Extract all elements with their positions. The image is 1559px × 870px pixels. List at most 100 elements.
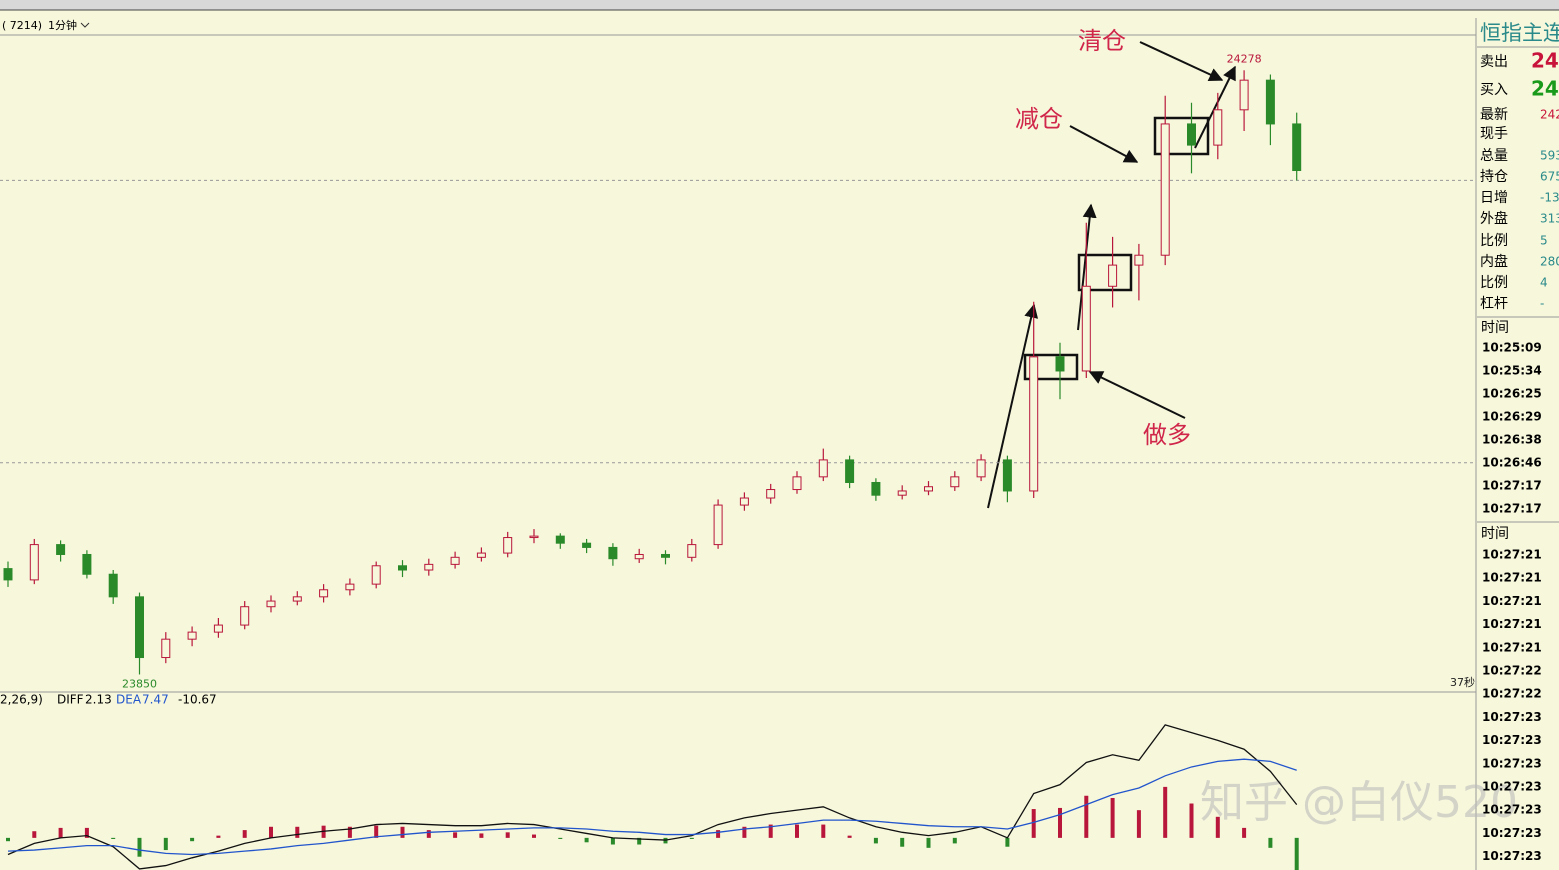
- macd-bar: [1136, 810, 1141, 838]
- macd-bar: [6, 837, 10, 842]
- arrow: [1069, 125, 1139, 163]
- dea-value: 7.47: [142, 693, 169, 707]
- arrow: [1077, 203, 1097, 331]
- macd-bar: [1215, 816, 1220, 838]
- macd-bar: [269, 826, 273, 838]
- macd-bar: [347, 826, 352, 838]
- macd-bar: [1242, 827, 1247, 838]
- macd-bar: [847, 835, 852, 838]
- dea-label: DEA: [116, 693, 142, 707]
- quote-label: 外盘: [1480, 210, 1508, 227]
- macd-bar: [190, 837, 195, 842]
- quote-label: 卖出: [1480, 54, 1508, 70]
- macd-bar: [453, 832, 458, 838]
- quote-value: 593: [1540, 149, 1559, 163]
- candle-body: [687, 544, 697, 558]
- quote-label: 最新: [1480, 107, 1508, 123]
- candle-body: [608, 546, 618, 560]
- quote-value: 242: [1531, 77, 1559, 101]
- candle-body: [345, 583, 355, 591]
- candle-body: [845, 459, 855, 483]
- candle-body: [1239, 79, 1249, 111]
- macd-bar: [295, 826, 300, 838]
- trade-time: 10:27:22: [1482, 687, 1542, 701]
- trade-time: 10:27:23: [1482, 756, 1542, 770]
- macd-bar: [742, 826, 747, 838]
- trade-time: 10:27:21: [1482, 640, 1542, 654]
- candle-body: [424, 563, 434, 571]
- top-strip: [0, 0, 1559, 10]
- macd-bar: [479, 833, 484, 838]
- time-header: 时间: [1481, 526, 1509, 542]
- time-header: 时间: [1481, 320, 1509, 336]
- macd-bar: [637, 837, 642, 845]
- macd-bar: [374, 825, 379, 838]
- macd-bar: [1294, 837, 1299, 870]
- macd-bar: [1058, 807, 1062, 838]
- candle-body: [292, 596, 302, 602]
- macd-bar: [900, 837, 905, 847]
- candle-body: [319, 589, 329, 598]
- quote-label: 比例: [1480, 275, 1508, 291]
- macd-bar: [400, 826, 405, 838]
- candle-body: [29, 544, 39, 581]
- macd-bar: [1163, 786, 1168, 838]
- candle-body: [1134, 254, 1144, 266]
- quote-value: -: [1540, 297, 1544, 311]
- candle-body: [1213, 109, 1223, 146]
- quote-value: 5: [1540, 234, 1548, 248]
- quote-value: 4: [1540, 276, 1548, 290]
- candle-body: [450, 556, 460, 565]
- period-selector[interactable]: 1分钟: [48, 18, 77, 32]
- quote-label: 内盘: [1480, 253, 1508, 270]
- trade-time: 10:27:21: [1482, 594, 1542, 608]
- macd-bar: [32, 831, 37, 838]
- range-box: [1023, 353, 1079, 381]
- candle-body: [240, 606, 250, 626]
- candle-body: [187, 631, 197, 640]
- quote-label: 买入: [1480, 82, 1508, 98]
- trade-time: 10:27:17: [1482, 479, 1542, 493]
- candle-body: [634, 553, 644, 560]
- macd-bar: [1031, 809, 1036, 838]
- candle-body: [766, 489, 776, 499]
- range-box: [1077, 253, 1133, 292]
- macd-bar: [558, 837, 563, 839]
- trade-time: 10:27:21: [1482, 571, 1542, 585]
- candle-body: [713, 504, 723, 546]
- trade-time: 10:27:23: [1482, 780, 1542, 794]
- candle-body: [924, 486, 933, 492]
- macd-line: [7, 724, 1298, 870]
- macd-bar: [584, 837, 589, 843]
- macd-bar: [84, 827, 89, 838]
- candle-body: [82, 553, 92, 575]
- annotation: 清仓: [1078, 27, 1126, 55]
- arrow: [987, 303, 1039, 509]
- candle-body: [792, 476, 802, 491]
- candle-body: [1002, 459, 1012, 492]
- diff-label: DIFF: [57, 693, 84, 707]
- candle-body: [135, 596, 144, 659]
- macd-bar: [216, 835, 221, 838]
- macd-bar: [768, 824, 773, 838]
- trade-time: 10:27:17: [1482, 502, 1542, 516]
- macd-bar: [873, 837, 878, 844]
- high-label: 24278: [1227, 52, 1262, 65]
- macd-bar: [163, 837, 168, 851]
- sidebar-title: 恒指主连: [1480, 21, 1559, 45]
- candle-body: [3, 568, 13, 581]
- macd-bar: [1084, 795, 1089, 838]
- trade-time: 10:26:25: [1482, 387, 1542, 401]
- candle-body: [950, 476, 960, 488]
- trade-time: 10:25:34: [1482, 364, 1542, 378]
- candle-body: [897, 490, 907, 496]
- macd-bar: [137, 837, 142, 857]
- macd-bar: [689, 837, 694, 839]
- macd-bar: [426, 830, 431, 838]
- annotation: 减仓: [1015, 105, 1063, 133]
- candle-body: [476, 552, 486, 558]
- arrow: [1139, 41, 1224, 82]
- macd-bar: [716, 830, 721, 838]
- candle-body: [976, 459, 986, 478]
- candle-body: [871, 481, 881, 496]
